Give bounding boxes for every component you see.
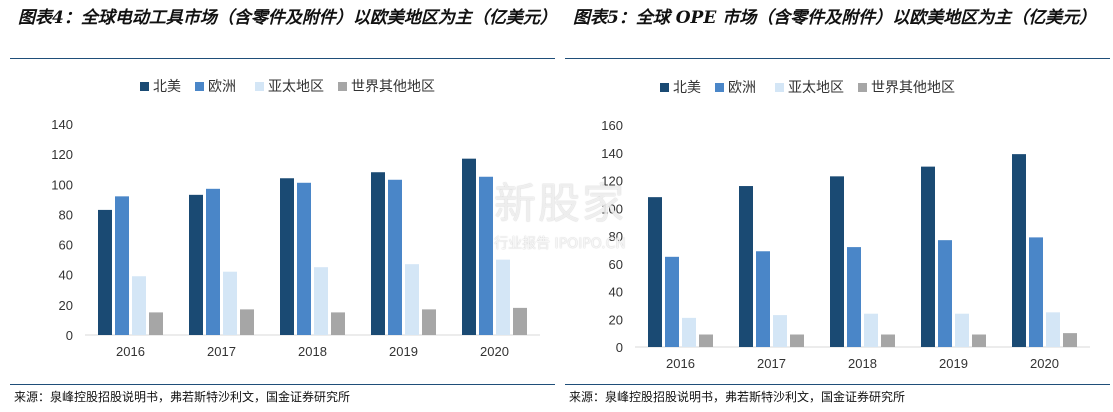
legend-label: 北美 [673,79,701,95]
bar [648,197,662,347]
bar [479,176,493,335]
bar [921,166,935,347]
bar [240,309,254,335]
bar [1029,237,1043,347]
bar-chart-power-tools: 北美 欧洲 亚太地区 世界其他地区 0 20 40 60 80 100 120 140 2016 2017… [51,78,540,359]
bar [773,315,787,347]
y-tick-label: 100 [51,177,73,192]
y-tick-label: 80 [609,229,623,244]
x-tick-label: 2017 [207,344,236,359]
bar [938,240,952,347]
bar [371,172,385,335]
bar [513,307,527,335]
bar [280,178,294,335]
bar [462,158,476,335]
bar [847,247,861,347]
x-tick-label: 2017 [757,356,786,371]
chart-panel-left: 图表4：全球电动工具市场（含零件及附件）以欧美地区为主（亿美元） 北美 欧洲 亚太地… [10,0,557,412]
bar [422,309,436,335]
bar [189,194,203,335]
bar [1012,154,1026,347]
bar [739,186,753,347]
bar [132,276,146,335]
chart-panel-right: 图表5：全球 OPE 市场（含零件及附件）以欧美地区为主（亿美元） 北美 欧洲 亚太… [565,0,1110,412]
source-divider [10,384,555,385]
bar [149,312,163,335]
bar [955,313,969,347]
bar [331,312,345,335]
x-tick-label: 2016 [666,356,695,371]
bar [830,176,844,347]
bar [790,334,804,347]
x-tick-label: 2020 [480,344,509,359]
legend-swatch [775,83,784,92]
y-tick-label: 140 [601,146,623,161]
y-tick-label: 100 [601,201,623,216]
legend-label: 亚太地区 [788,79,844,95]
bar [682,317,696,347]
legend-label: 欧洲 [728,79,756,95]
x-tick-label: 2019 [389,344,418,359]
bar [388,179,402,335]
legend-swatch [715,83,724,92]
bar [1046,312,1060,347]
y-tick-label: 40 [609,285,623,300]
legend-swatch [255,82,264,91]
y-tick-label: 20 [609,312,623,327]
source-divider [565,384,1110,385]
title-divider [10,58,555,59]
source-note: 来源：泉峰控股招股说明书，弗若斯特沙利文，国金证券研究所 [14,390,351,404]
bar [223,271,237,335]
y-tick-label: 60 [609,257,623,272]
bar [881,334,895,347]
y-tick-label: 160 [601,118,623,133]
title-divider [565,58,1110,59]
legend-swatch [858,83,867,92]
legend-swatch [195,82,204,91]
legend-label: 世界其他地区 [351,78,435,94]
bar [314,267,328,335]
legend-swatch [140,82,149,91]
y-tick-label: 0 [66,328,73,343]
legend-swatch [338,82,347,91]
y-tick-label: 40 [59,268,73,283]
legend-label: 欧洲 [208,78,236,94]
y-tick-label: 0 [616,340,623,355]
y-tick-label: 80 [59,207,73,222]
bar [699,334,713,347]
bar [115,196,129,335]
x-tick-label: 2018 [298,344,327,359]
y-tick-label: 120 [601,174,623,189]
legend-label: 北美 [153,78,181,94]
y-tick-label: 120 [51,147,73,162]
bar [1063,333,1077,347]
legend-swatch [660,83,669,92]
bar [665,256,679,347]
bar [405,264,419,335]
x-tick-label: 2016 [116,344,145,359]
chart-title: 图表5：全球 OPE 市场（含零件及附件）以欧美地区为主（亿美元） [573,8,1097,28]
x-tick-label: 2019 [939,356,968,371]
bar [496,259,510,335]
y-tick-label: 20 [59,298,73,313]
chart-title: 图表4：全球电动工具市场（含零件及附件）以欧美地区为主（亿美元） [18,8,557,28]
legend-label: 亚太地区 [268,78,324,94]
bar [864,313,878,347]
bar [206,188,220,335]
source-note: 来源：泉峰控股招股说明书，弗若斯特沙利文，国金证券研究所 [569,390,906,404]
y-tick-label: 60 [59,238,73,253]
bar-chart-ope: 北美 欧洲 亚太地区 世界其他地区 0 20 40 60 80 100 120 140 160 2016 2… [601,79,1090,371]
legend-label: 世界其他地区 [871,79,955,95]
bar [297,182,311,335]
x-tick-label: 2018 [848,356,877,371]
bar [972,334,986,347]
x-tick-label: 2020 [1030,356,1059,371]
bar [756,251,770,347]
y-tick-label: 140 [51,117,73,132]
bar [98,209,112,335]
